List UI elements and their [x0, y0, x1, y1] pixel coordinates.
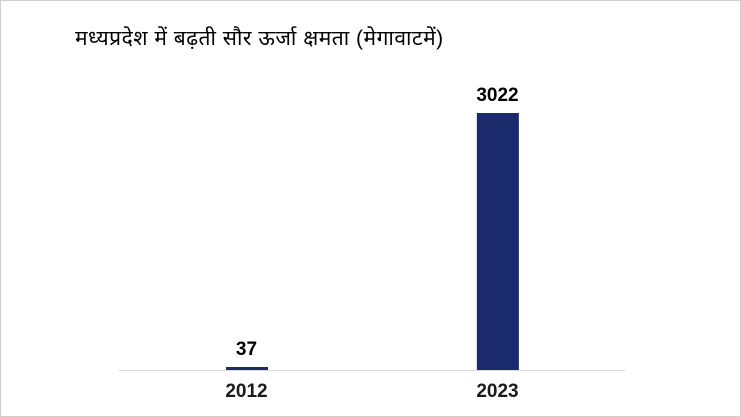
x-tick-label-2012: 2012	[225, 381, 268, 402]
chart-title: मध्यप्रदेश में बढ़ती सौर ऊर्जा क्षमता (म…	[75, 27, 444, 50]
plot-area: 37 3022 2012 2023	[119, 85, 625, 402]
x-axis-line	[119, 370, 625, 371]
bar-value-label-2023: 3022	[476, 85, 519, 106]
x-tick-label-2023: 2023	[476, 381, 519, 402]
bar-column-2023: 3022	[476, 85, 519, 370]
bar-value-label-2012: 37	[235, 338, 258, 360]
bar-column-2012: 37	[225, 338, 268, 370]
bar-2012	[225, 366, 268, 370]
bar-2023	[476, 113, 519, 370]
